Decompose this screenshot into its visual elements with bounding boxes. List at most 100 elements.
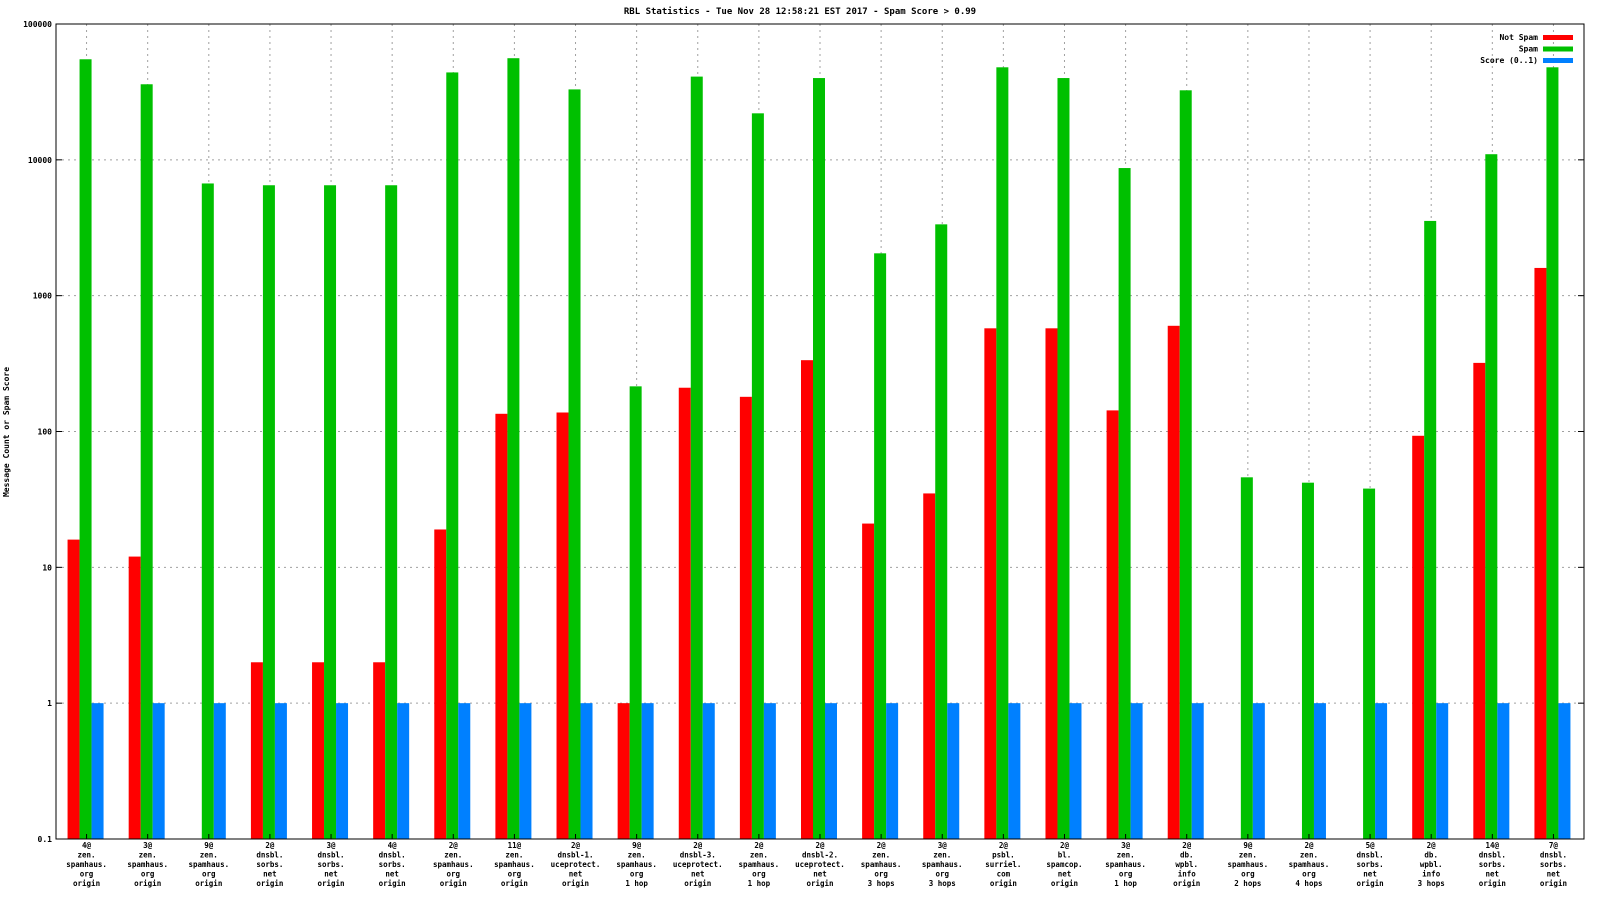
- legend-swatch: [1543, 58, 1573, 63]
- bar-spam: [262, 185, 275, 839]
- bar-score-0-1: [274, 703, 287, 839]
- legend-swatch: [1543, 35, 1573, 40]
- bar-spam: [201, 183, 214, 839]
- bar-spam: [1485, 154, 1498, 840]
- bar-score-0-1: [702, 703, 715, 839]
- bar-not-spam: [556, 412, 569, 839]
- x-tick-label: 2@ db. wpbl. info origin: [1173, 841, 1200, 888]
- y-tick-label: 100: [38, 428, 53, 437]
- bar-not-spam: [678, 387, 691, 839]
- bar-score-0-1: [1436, 703, 1449, 839]
- y-tick-label: 1000: [33, 292, 52, 301]
- bar-score-0-1: [1008, 703, 1021, 839]
- y-axis-ticks: 0.1 1 10 100 1000 10000 100000: [23, 20, 1584, 844]
- x-tick-label: 7@ dnsbl. sorbs. net origin: [1540, 841, 1567, 888]
- bar-spam: [1240, 477, 1253, 839]
- bar-score-0-1: [947, 703, 960, 839]
- x-tick-label: 14@ dnsbl. sorbs. net origin: [1479, 841, 1506, 888]
- x-tick-label: 4@ zen. spamhaus. org origin: [66, 841, 107, 888]
- bar-score-0-1: [91, 703, 104, 839]
- bars-layer: [67, 58, 1571, 840]
- bar-spam: [1424, 220, 1437, 840]
- x-tick-label: 11@ zen. spamhaus. org origin: [494, 841, 535, 888]
- bar-not-spam: [495, 413, 508, 839]
- bar-not-spam: [923, 493, 936, 839]
- bar-not-spam: [250, 662, 263, 839]
- bar-score-0-1: [213, 703, 226, 839]
- legend-label: Not Spam: [1499, 33, 1538, 42]
- bar-score-0-1: [1497, 703, 1510, 839]
- x-tick-label: 4@ dnsbl. sorbs. net origin: [379, 841, 406, 888]
- chart-title: RBL Statistics - Tue Nov 28 12:58:21 EST…: [624, 6, 976, 17]
- bar-score-0-1: [1069, 703, 1082, 839]
- x-tick-label: 2@ dnsbl. sorbs. net origin: [256, 841, 283, 888]
- x-tick-label: 3@ zen. spamhaus. org origin: [127, 841, 168, 888]
- x-tick-label: 9@ zen. spamhaus. org origin: [188, 841, 229, 888]
- bar-score-0-1: [1558, 703, 1571, 839]
- bar-not-spam: [434, 529, 447, 839]
- bar-score-0-1: [336, 703, 349, 839]
- bar-spam: [324, 185, 337, 839]
- bar-score-0-1: [580, 703, 593, 839]
- x-tick-label: 2@ bl. spamcop. net origin: [1046, 841, 1082, 888]
- bar-spam: [629, 386, 642, 839]
- x-tick-label: 3@ dnsbl. sorbs. net origin: [317, 841, 344, 888]
- x-tick-label: 2@ zen. spamhaus. org origin: [433, 841, 474, 888]
- x-tick-label: 2@ dnsbl-3. uceprotect. net origin: [673, 841, 723, 888]
- bar-spam: [385, 185, 398, 839]
- bar-spam: [1301, 482, 1314, 839]
- y-tick-label: 10: [42, 563, 52, 572]
- y-axis-label: Message Count or Spam Score: [2, 367, 11, 497]
- x-axis-labels: 4@ zen. spamhaus. org origin 3@ zen. spamhaus. o…: [66, 834, 1567, 888]
- bar-spam: [813, 78, 825, 839]
- bar-score-0-1: [1191, 703, 1204, 839]
- bar-score-0-1: [641, 703, 654, 839]
- x-tick-label: 9@ zen. spamhaus. org 2 hops: [1228, 841, 1269, 888]
- x-tick-label: 2@ psbl. surriel. com origin: [985, 841, 1021, 888]
- bar-spam: [446, 72, 459, 839]
- bar-spam: [1118, 168, 1131, 839]
- bar-spam: [751, 113, 764, 839]
- bar-score-0-1: [1375, 703, 1388, 839]
- bar-spam: [1363, 488, 1376, 839]
- y-tick-label: 10000: [28, 156, 52, 165]
- y-tick-label: 1: [47, 699, 52, 708]
- bar-score-0-1: [1313, 703, 1326, 839]
- legend: Not Spam Spam Score (0..1): [1480, 33, 1573, 65]
- x-tick-label: 2@ zen. spamhaus. org 4 hops: [1289, 841, 1330, 888]
- bar-score-0-1: [886, 703, 899, 839]
- bar-not-spam: [1473, 362, 1486, 839]
- bar-spam: [690, 76, 703, 839]
- bar-spam: [996, 67, 1009, 839]
- bar-score-0-1: [519, 703, 532, 839]
- bar-score-0-1: [458, 703, 471, 839]
- x-tick-label: 2@ dnsbl-2. uceprotect. net origin: [795, 841, 845, 888]
- bar-spam: [1057, 78, 1070, 839]
- bar-score-0-1: [1130, 703, 1143, 839]
- legend-label: Spam: [1519, 45, 1538, 54]
- x-tick-label: 3@ zen. spamhaus. org 1 hop: [1105, 841, 1146, 888]
- bar-score-0-1: [1252, 703, 1265, 839]
- bar-not-spam: [312, 662, 325, 839]
- legend-label: Score (0..1): [1480, 56, 1538, 65]
- x-tick-label: 2@ dnsbl-1. uceprotect. net origin: [551, 841, 601, 888]
- bar-spam: [79, 59, 92, 840]
- legend-swatch: [1543, 46, 1573, 52]
- bar-spam: [1179, 90, 1192, 840]
- y-tick-label: 100000: [23, 20, 52, 29]
- bar-score-0-1: [152, 703, 165, 839]
- bar-not-spam: [739, 396, 752, 839]
- bar-not-spam: [1167, 325, 1180, 839]
- bar-spam: [874, 253, 887, 840]
- bar-not-spam: [617, 703, 630, 839]
- bar-not-spam: [1412, 435, 1425, 839]
- bar-not-spam: [1045, 328, 1058, 839]
- bar-score-0-1: [763, 703, 776, 839]
- y-tick-label: 0.1: [38, 835, 53, 844]
- bar-spam: [140, 84, 153, 839]
- bar-spam: [935, 224, 948, 839]
- bar-not-spam: [1534, 267, 1547, 839]
- bar-not-spam: [862, 523, 875, 839]
- x-tick-label: 5@ dnsbl. sorbs. net origin: [1357, 841, 1384, 888]
